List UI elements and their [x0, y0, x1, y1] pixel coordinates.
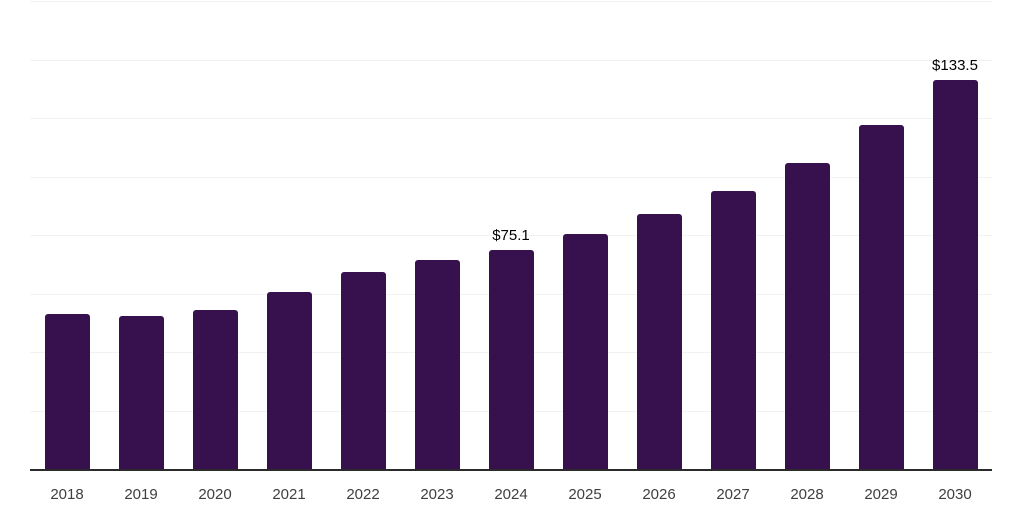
x-tick-label-2024: 2024: [494, 486, 528, 503]
x-tick-label-2025: 2025: [568, 486, 602, 503]
x-tick-label-2026: 2026: [642, 486, 676, 503]
bar-value-label-2030: $133.5: [932, 56, 978, 74]
bar-2025: [562, 233, 608, 470]
gridline-y-100: [30, 176, 992, 178]
bar-2022: [340, 271, 386, 470]
x-axis-line: [30, 469, 992, 471]
gridline-y-120: [30, 118, 992, 119]
bar-2023: [414, 259, 460, 470]
bar-2024: [488, 250, 534, 470]
x-tick-label-2030: 2030: [938, 486, 972, 503]
bar-2018: [44, 313, 90, 470]
bar-2030: [932, 79, 978, 470]
x-tick-label-2022: 2022: [346, 486, 380, 503]
bar-2027: [710, 190, 756, 470]
x-tick-label-2021: 2021: [272, 486, 306, 503]
bar-2020: [192, 309, 238, 470]
gridline-y-140: [30, 59, 992, 61]
x-tick-label-2020: 2020: [198, 486, 232, 503]
x-tick-label-2028: 2028: [790, 486, 824, 503]
x-tick-label-2027: 2027: [716, 486, 750, 503]
x-tick-label-2018: 2018: [50, 486, 84, 503]
bar-2028: [784, 163, 830, 470]
x-tick-label-2019: 2019: [124, 486, 158, 503]
x-tick-label-2023: 2023: [420, 486, 454, 503]
bar-2019: [118, 316, 164, 470]
bar-value-label-2024: $75.1: [492, 227, 530, 245]
gridline-y-80: [30, 235, 992, 236]
plot-area: $75.1 $133.5: [30, 0, 992, 471]
bar-2021: [266, 291, 312, 470]
x-tick-label-2029: 2029: [864, 486, 898, 503]
gridline-y-160: [30, 1, 992, 2]
bar-2029: [858, 125, 904, 470]
bar-2026: [636, 214, 682, 470]
